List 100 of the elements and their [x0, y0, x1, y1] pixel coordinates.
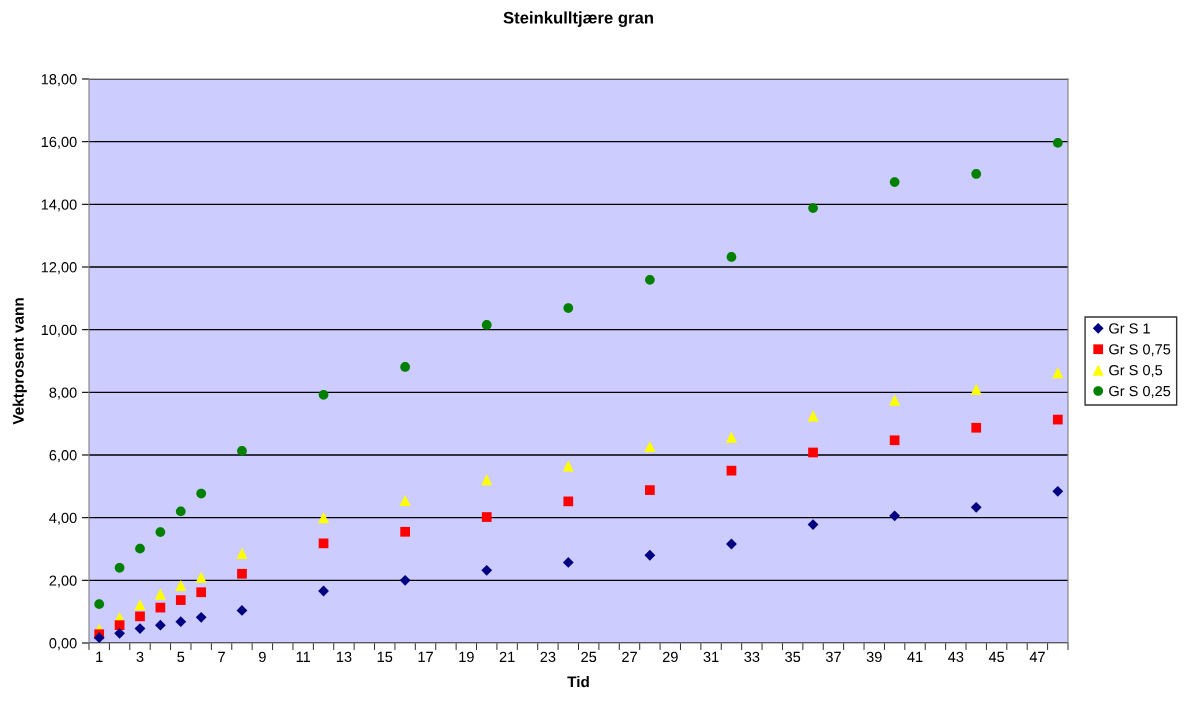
- point: [970, 501, 982, 513]
- point: [195, 571, 207, 583]
- point: [563, 496, 574, 507]
- point: [175, 506, 186, 517]
- x-tick-label: 1: [96, 651, 103, 662]
- point: [562, 460, 574, 472]
- x-tick-label: 27: [622, 651, 637, 662]
- x-tick-label: 17: [418, 651, 433, 662]
- point: [808, 447, 818, 458]
- point: [400, 526, 410, 537]
- y-tick-label: 0,00: [49, 638, 77, 651]
- x-tick-label: 25: [581, 651, 597, 663]
- point: [196, 488, 207, 499]
- point: [318, 512, 330, 524]
- point: [481, 564, 493, 576]
- x-tick-label: 9: [258, 651, 266, 663]
- y-tick-label: 16,00: [41, 136, 77, 149]
- x-tick-label: 29: [662, 651, 678, 663]
- y-tick-label: 14,00: [41, 199, 77, 212]
- x-tick-label: 31: [703, 651, 719, 663]
- point: [644, 440, 656, 453]
- x-tick-label: 11: [296, 651, 311, 662]
- x-tick-label: 39: [866, 651, 882, 663]
- point: [1052, 414, 1063, 425]
- point: [175, 579, 187, 591]
- point: [237, 446, 247, 456]
- x-tick-label: 13: [336, 651, 352, 663]
- point: [155, 527, 166, 537]
- point: [135, 611, 145, 622]
- point: [236, 605, 248, 616]
- point: [889, 177, 900, 187]
- x-tick-label: 21: [499, 651, 515, 662]
- point: [399, 494, 411, 506]
- point: [481, 512, 492, 522]
- point: [114, 627, 125, 639]
- x-tick-label: 7: [218, 651, 225, 662]
- x-tick-label: 3: [136, 651, 144, 663]
- point: [563, 303, 574, 313]
- y-tick-label: 4,00: [49, 512, 77, 525]
- x-tick-label: 45: [988, 651, 1005, 663]
- x-tick-label: 15: [377, 651, 393, 663]
- point: [400, 362, 410, 372]
- point: [645, 485, 655, 495]
- point: [154, 619, 166, 631]
- point: [889, 510, 901, 522]
- point: [114, 620, 125, 630]
- legend-label: Gr S 0,5: [1109, 365, 1163, 378]
- point: [175, 595, 186, 605]
- y-tick-label: 18,00: [41, 74, 77, 87]
- point: [399, 574, 411, 586]
- point: [134, 599, 146, 611]
- point: [562, 557, 574, 568]
- x-tick-label: 5: [177, 651, 185, 663]
- x-tick-label: 41: [907, 651, 923, 662]
- point: [481, 320, 492, 330]
- point: [94, 599, 105, 610]
- point: [807, 410, 819, 422]
- point: [135, 543, 145, 554]
- x-axis-title: Tid: [567, 676, 589, 688]
- chart-title: Steinkulltjære gran: [503, 11, 653, 27]
- x-tick-label: 35: [785, 651, 801, 663]
- y-tick-label: 2,00: [49, 575, 77, 588]
- point: [726, 465, 737, 476]
- y-tick-label: 10,00: [41, 324, 77, 337]
- x-tick-label: 33: [744, 651, 760, 663]
- point: [644, 549, 656, 561]
- point: [807, 519, 819, 530]
- y-tick-label: 8,00: [49, 387, 77, 400]
- point: [726, 252, 737, 262]
- x-tick-label: 19: [459, 651, 474, 663]
- point: [154, 588, 166, 600]
- y-tick-label: 6,00: [49, 450, 77, 463]
- x-tick-label: 23: [540, 651, 556, 663]
- x-tick-label: 37: [825, 651, 841, 663]
- point: [1052, 138, 1063, 148]
- y-axis-title: Vektprosent vann: [12, 298, 27, 425]
- point: [175, 616, 187, 628]
- legend-label: Gr S 0,75: [1109, 344, 1171, 357]
- point: [318, 389, 329, 400]
- point: [236, 547, 248, 559]
- point: [1052, 485, 1064, 497]
- point: [889, 435, 900, 446]
- x-tick-label: 43: [948, 651, 964, 663]
- point: [1052, 367, 1064, 379]
- point: [889, 394, 901, 406]
- point: [195, 611, 207, 623]
- legend-label: Gr S 1: [1109, 323, 1150, 334]
- point: [645, 274, 655, 285]
- point: [970, 383, 982, 395]
- point: [114, 562, 125, 573]
- point: [725, 431, 738, 443]
- point: [971, 169, 982, 179]
- legend-label: Gr S 0,25: [1109, 385, 1171, 398]
- point: [808, 203, 818, 213]
- point: [237, 568, 247, 579]
- point: [318, 538, 329, 549]
- point: [196, 587, 207, 598]
- x-tick-label: 47: [1029, 651, 1045, 662]
- y-tick-label: 12,00: [41, 262, 77, 275]
- point: [971, 422, 982, 433]
